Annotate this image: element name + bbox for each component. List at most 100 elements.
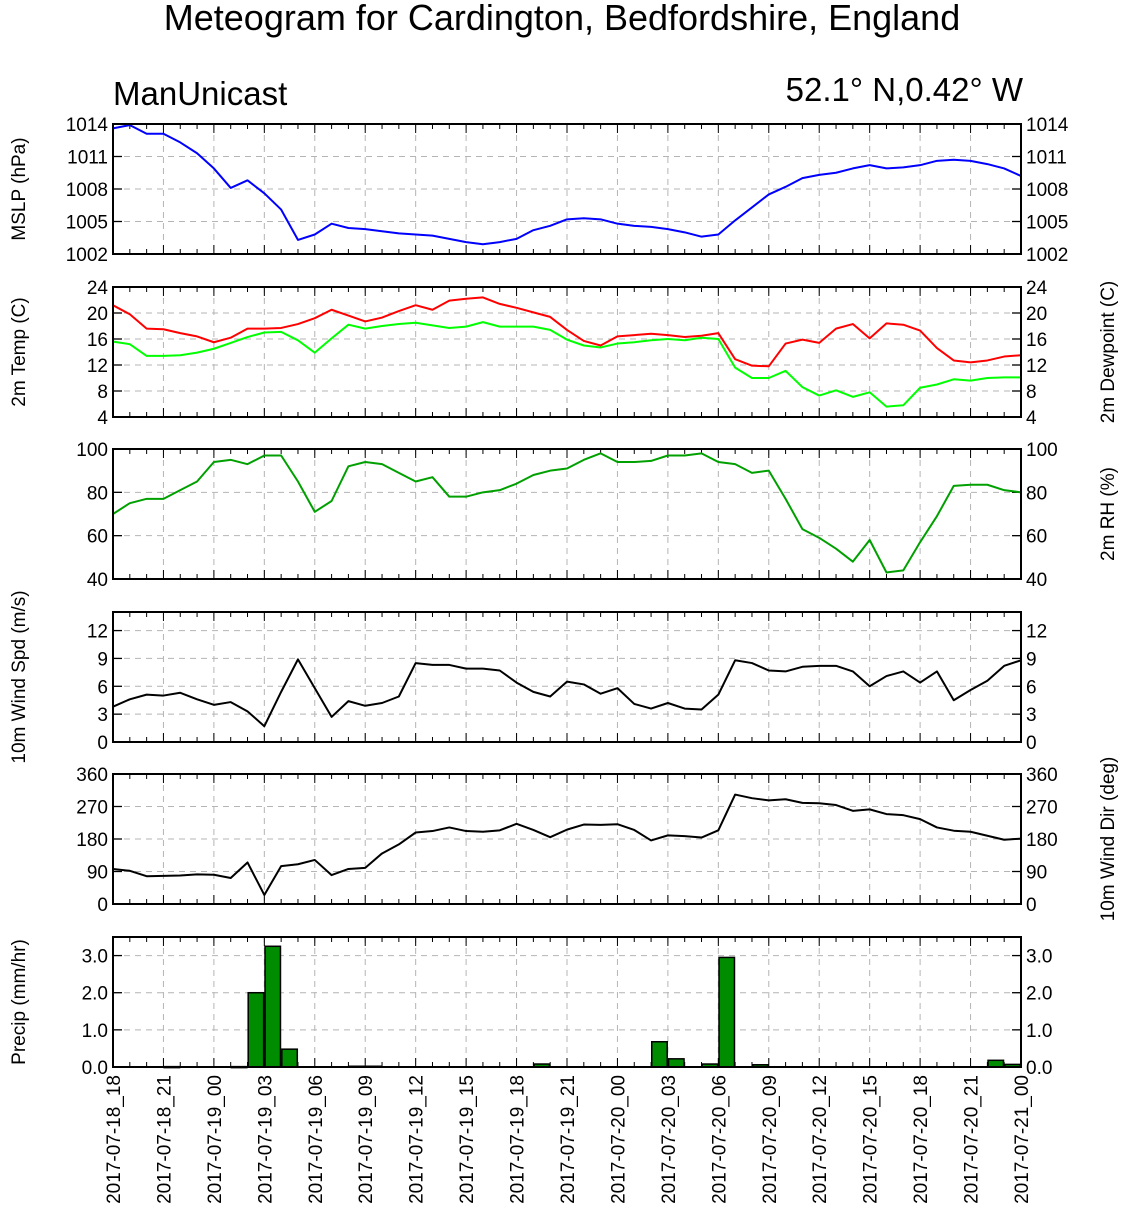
y-tick-label-left: 80 <box>87 483 108 504</box>
y-tick-label-left: 4 <box>97 408 108 429</box>
y-tick-label-right: 1002 <box>1026 245 1068 266</box>
x-tick-label: 2017-07-19_21 <box>558 1075 579 1204</box>
y-tick-label-right: 100 <box>1026 440 1058 461</box>
y-tick-label-right: 1005 <box>1026 213 1068 234</box>
precip-bar <box>718 956 736 1068</box>
y-axis-label-left: 10m Wind Spd (m/s) <box>9 590 30 763</box>
precip-bar <box>281 1048 299 1068</box>
y-tick-label-right: 180 <box>1026 830 1058 851</box>
series-line <box>112 658 1022 728</box>
y-tick-label-right: 12 <box>1026 622 1047 643</box>
y-tick-label-right: 0.0 <box>1026 1058 1052 1079</box>
y-tick-label-left: 0 <box>97 733 108 754</box>
y-axis-label-left: Precip (mm/hr) <box>9 939 30 1065</box>
x-tick-label: 2017-07-21_00 <box>1012 1075 1033 1204</box>
x-tick-label: 2017-07-20_21 <box>962 1075 983 1204</box>
model-name: ManUnicast <box>113 75 288 112</box>
y-axis-label-right: 2m Dewpoint (C) <box>1098 281 1119 424</box>
precip-bar <box>667 1058 685 1068</box>
x-tick-label: 2017-07-20_00 <box>608 1075 629 1204</box>
y-tick-label-left: 1005 <box>66 213 108 234</box>
y-tick-label-left: 270 <box>76 798 108 819</box>
x-tick-label: 2017-07-18_18 <box>104 1075 125 1204</box>
y-tick-label-right: 3 <box>1026 705 1037 726</box>
y-tick-label-right: 1.0 <box>1026 1021 1052 1042</box>
panel-frame <box>112 611 1022 743</box>
y-tick-label-right: 60 <box>1026 527 1047 548</box>
series-line <box>112 793 1022 896</box>
y-tick-label-right: 2.0 <box>1026 984 1052 1005</box>
y-tick-label-right: 24 <box>1026 278 1048 299</box>
y-tick-label-left: 24 <box>87 278 109 299</box>
y-tick-label-left: 1014 <box>66 115 109 136</box>
x-tick-label: 2017-07-20_15 <box>861 1075 882 1204</box>
y-tick-label-left: 3 <box>97 705 108 726</box>
chart-title: Meteogram for Cardington, Bedfordshire, … <box>163 0 961 38</box>
y-tick-label-left: 40 <box>87 570 108 591</box>
y-tick-label-right: 1011 <box>1026 148 1067 169</box>
series-line <box>112 452 1022 574</box>
y-axis-label-right: 2m RH (%) <box>1098 467 1119 561</box>
y-tick-label-right: 16 <box>1026 330 1047 351</box>
x-tick-label: 2017-07-19_03 <box>255 1075 276 1204</box>
x-tick-label: 2017-07-19_06 <box>306 1075 327 1204</box>
x-tick-label: 2017-07-20_09 <box>760 1075 781 1204</box>
y-tick-label-right: 270 <box>1026 798 1058 819</box>
x-tick-label: 2017-07-19_15 <box>457 1075 478 1204</box>
y-tick-label-right: 1014 <box>1026 115 1069 136</box>
x-tick-label: 2017-07-20_03 <box>659 1075 680 1204</box>
y-tick-label-left: 16 <box>87 330 108 351</box>
location-coordinates: 52.1° N,0.42° W <box>785 71 1023 108</box>
y-tick-label-left: 9 <box>97 649 108 670</box>
panel-frame <box>112 286 1022 418</box>
series-line <box>112 296 1022 368</box>
y-tick-label-left: 100 <box>76 440 108 461</box>
y-tick-label-left: 60 <box>87 527 108 548</box>
precip-bar <box>987 1059 1005 1068</box>
precip-bar <box>650 1040 668 1068</box>
y-tick-label-left: 1008 <box>66 180 108 201</box>
y-tick-label-right: 90 <box>1026 863 1047 884</box>
x-tick-label: 2017-07-20_06 <box>709 1075 730 1204</box>
y-tick-label-left: 1.0 <box>82 1021 108 1042</box>
x-tick-label: 2017-07-20_12 <box>810 1075 831 1204</box>
x-tick-label: 2017-07-19_00 <box>205 1075 226 1204</box>
y-tick-label-right: 1008 <box>1026 180 1068 201</box>
y-tick-label-right: 6 <box>1026 677 1037 698</box>
y-axis-label-left: MSLP (hPa) <box>9 137 30 240</box>
y-tick-label-right: 8 <box>1026 382 1037 403</box>
y-axis-label-left: 2m Temp (C) <box>9 297 30 406</box>
y-tick-label-right: 20 <box>1026 304 1047 325</box>
y-tick-label-right: 80 <box>1026 483 1047 504</box>
y-tick-label-left: 1002 <box>66 245 108 266</box>
y-tick-label-right: 0 <box>1026 895 1037 916</box>
y-tick-label-right: 9 <box>1026 649 1037 670</box>
series-line <box>112 124 1022 246</box>
y-tick-label-right: 360 <box>1026 765 1058 786</box>
y-axis-label-right: 10m Wind Dir (deg) <box>1098 757 1119 922</box>
x-tick-label: 2017-07-19_12 <box>407 1075 428 1204</box>
panel-frame <box>112 936 1022 1068</box>
y-tick-label-left: 0 <box>97 895 108 916</box>
y-tick-label-left: 12 <box>87 622 108 643</box>
panel-frame <box>112 123 1022 255</box>
series-line <box>112 321 1021 408</box>
panel-frame <box>112 773 1022 905</box>
y-tick-label-left: 2.0 <box>82 984 108 1005</box>
y-tick-label-right: 0 <box>1026 733 1037 754</box>
panel-frame <box>112 448 1022 580</box>
x-tick-label: 2017-07-19_09 <box>356 1075 377 1204</box>
x-tick-label: 2017-07-19_18 <box>508 1075 529 1204</box>
y-tick-label-left: 12 <box>87 356 108 377</box>
precip-bar <box>264 945 282 1068</box>
y-tick-label-left: 1011 <box>67 148 108 169</box>
y-tick-label-right: 4 <box>1026 408 1037 429</box>
y-tick-label-left: 0.0 <box>82 1058 108 1079</box>
y-tick-label-right: 40 <box>1026 570 1047 591</box>
precip-bar <box>247 991 265 1068</box>
x-tick-label: 2017-07-18_21 <box>154 1075 175 1204</box>
y-tick-label-right: 3.0 <box>1026 947 1052 968</box>
y-tick-label-left: 20 <box>87 304 108 325</box>
y-tick-label-left: 360 <box>76 765 108 786</box>
